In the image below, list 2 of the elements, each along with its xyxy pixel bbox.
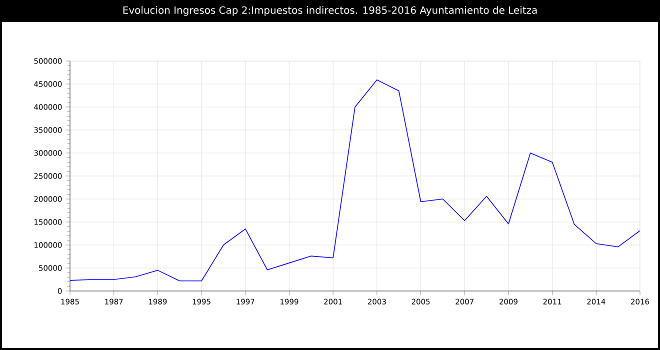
line-series <box>70 79 640 282</box>
chart-title: Evolucion Ingresos Cap 2:Impuestos indirectos. 1985-2016 Ayuntamiento de Leitza <box>123 6 537 16</box>
